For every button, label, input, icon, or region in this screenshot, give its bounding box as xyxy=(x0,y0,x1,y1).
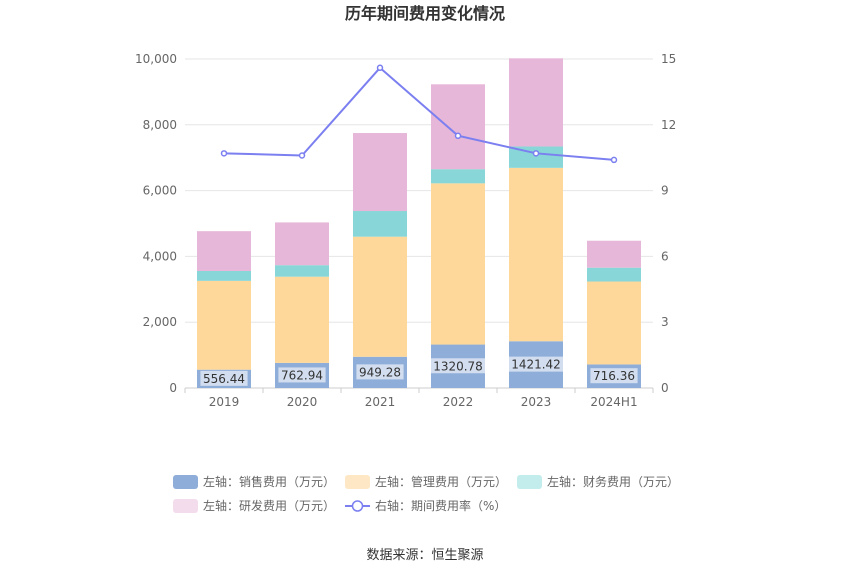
sales-value-label: 1320.78 xyxy=(433,359,483,373)
data-source: 数据来源：恒生聚源 xyxy=(366,548,483,563)
sales-value-label: 556.44 xyxy=(203,372,245,386)
legend-marker-icon xyxy=(351,500,364,512)
bar-label-background xyxy=(590,368,638,384)
finance-bar-segment xyxy=(587,267,641,282)
rate-point xyxy=(454,132,462,140)
y-left-tick-label: 0 xyxy=(169,381,177,395)
axes: 0 2,000 4,000 6,000 8,000 10,000 0 3 6 9 12 15 2019 2… xyxy=(135,52,676,409)
admin-bar-segment xyxy=(353,236,407,357)
legend-item-rd[interactable]: 左轴：研发费用（万元） xyxy=(173,498,335,513)
rd-bar-segment xyxy=(353,133,407,212)
chart-title: 历年期间费用变化情况 xyxy=(345,4,505,23)
admin-bar-segment xyxy=(197,280,251,370)
bar-label-background xyxy=(356,364,404,380)
y-left-tick-label: 4,000 xyxy=(143,249,177,263)
y-right-tick-label: 6 xyxy=(661,249,669,263)
rd-bar-segment xyxy=(275,222,329,266)
finance-bar-segment xyxy=(197,270,251,281)
finance-bar-segment xyxy=(509,146,563,168)
sales-value-label: 762.94 xyxy=(281,368,323,382)
finance-bar-segment xyxy=(275,265,329,277)
legend-swatch xyxy=(173,475,198,489)
bar-stacks xyxy=(197,58,641,388)
admin-bar-segment xyxy=(509,167,563,342)
legend-item-admin[interactable]: 左轴：管理费用（万元） xyxy=(345,474,507,489)
rate-line xyxy=(220,64,618,164)
x-tick-label: 2022 xyxy=(443,395,474,409)
y-left-tick-label: 2,000 xyxy=(143,315,177,329)
admin-bar-segment xyxy=(431,183,485,345)
rd-bar-segment xyxy=(509,58,563,147)
rate-point xyxy=(532,150,540,157)
x-tick-label: 2019 xyxy=(209,395,240,409)
sales-value-label: 716.36 xyxy=(593,369,635,383)
y-right-tick-label: 12 xyxy=(661,118,676,132)
bar-labels: 556.44 762.94 949.28 1320.78 1421.42 716.36 xyxy=(200,356,638,386)
legend-label: 右轴：期间费用率（%） xyxy=(375,498,506,513)
legend[interactable]: 左轴：销售费用（万元） 左轴：管理费用（万元） 左轴：财务费用（万元） 左轴：研发费用… xyxy=(173,474,679,513)
x-tick-label: 2020 xyxy=(287,395,318,409)
legend-swatch xyxy=(173,499,198,513)
y-right-tick-label: 0 xyxy=(661,381,669,395)
rate-point xyxy=(220,150,228,157)
grid-lines xyxy=(185,58,653,323)
rate-line-path xyxy=(223,66,615,161)
rate-point xyxy=(610,156,618,164)
legend-swatch xyxy=(345,475,370,489)
legend-label: 左轴：销售费用（万元） xyxy=(203,474,335,489)
legend-item-finance[interactable]: 左轴：财务费用（万元） xyxy=(517,474,679,489)
rd-bar-segment xyxy=(431,84,485,170)
rd-bar-segment xyxy=(587,240,641,268)
y-right-tick-label: 15 xyxy=(661,52,676,66)
bar-label-background xyxy=(430,358,486,374)
admin-bar-segment xyxy=(587,281,641,365)
legend-item-sales[interactable]: 左轴：销售费用（万元） xyxy=(173,474,335,489)
finance-bar-segment xyxy=(431,169,485,184)
y-left-tick-label: 10,000 xyxy=(135,52,177,66)
y-left-tick-label: 6,000 xyxy=(143,184,177,198)
legend-label: 左轴：管理费用（万元） xyxy=(375,474,507,489)
rate-point xyxy=(376,64,384,72)
rate-point xyxy=(298,152,306,159)
admin-bar-segment xyxy=(275,276,329,363)
bar-label-background xyxy=(200,370,248,386)
x-tick-label: 2023 xyxy=(521,395,552,409)
legend-item-rate[interactable]: 右轴：期间费用率（%） xyxy=(345,498,506,513)
finance-bar-segment xyxy=(353,211,407,237)
bar-label-background xyxy=(278,367,326,383)
y-right-tick-label: 3 xyxy=(661,315,669,329)
sales-value-label: 949.28 xyxy=(359,365,401,379)
legend-label: 左轴：研发费用（万元） xyxy=(203,498,335,513)
y-left-tick-label: 8,000 xyxy=(143,118,177,132)
sales-value-label: 1421.42 xyxy=(511,358,561,372)
x-tick-label: 2024H1 xyxy=(590,395,637,409)
y-right-tick-label: 9 xyxy=(661,184,669,198)
rd-bar-segment xyxy=(197,231,251,271)
legend-label: 左轴：财务费用（万元） xyxy=(547,474,679,489)
bar-label-background xyxy=(508,356,564,372)
legend-swatch xyxy=(517,475,542,489)
x-tick-label: 2021 xyxy=(365,395,396,409)
